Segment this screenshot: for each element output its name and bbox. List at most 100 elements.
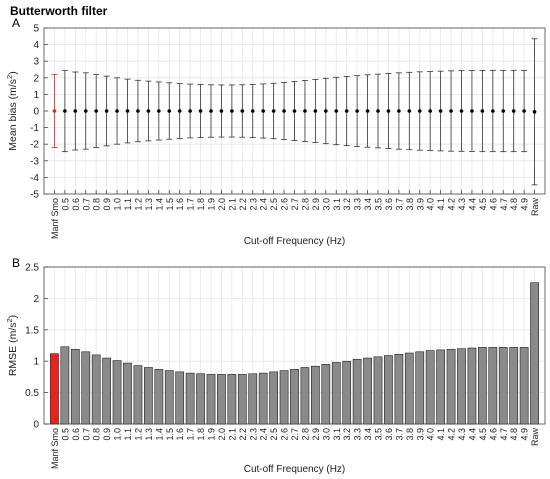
rmse-bar (436, 349, 445, 425)
panel-a-xtick-label: 3.5 (374, 198, 384, 211)
panel-b-xtick-label: 3.5 (374, 428, 384, 441)
mean-point (449, 109, 453, 113)
panel-b-xtick-label: 0.7 (81, 428, 91, 441)
mean-point (198, 109, 203, 113)
mean-point (407, 109, 412, 113)
panel-a-xtick-label: 4.7 (499, 198, 509, 211)
rmse-bar (457, 348, 466, 425)
panel-b-xtick-label: 3.2 (342, 428, 352, 441)
panel-b-xtick-label: 3.0 (321, 428, 331, 441)
mean-point (324, 109, 328, 113)
panel-b-xtick-label: 2.1 (227, 428, 237, 441)
rmse-bar (248, 373, 258, 425)
rmse-bar (133, 365, 143, 425)
panel-b-xlabel: Cut-off Frequency (Hz) (244, 464, 346, 475)
panel-b-xtick-label: 4.7 (499, 428, 509, 441)
mean-point (344, 109, 349, 113)
panel-b-xtick-label: 4.4 (467, 428, 477, 441)
panel-a-xtick-label: 2.0 (217, 198, 227, 211)
panel-b-ylabel: RMSE (m/s2) (5, 315, 19, 376)
mean-point (438, 109, 443, 113)
panel-b-xtick-label: 1.0 (113, 428, 123, 441)
mean-point (230, 109, 234, 113)
panel-b-xtick-label: 3.7 (394, 428, 404, 441)
panel-b-xtick-label: Manf Smo (50, 428, 60, 469)
panel-a-xtick-label: 1.7 (186, 198, 196, 211)
panel-b-xtick-label: 0.5 (60, 428, 70, 441)
panel-b-xtick-label: 3.1 (332, 428, 342, 441)
panel-a-xtick-label: 4.3 (457, 198, 467, 211)
panel-b-xtick-label: 2.3 (248, 428, 258, 441)
panel-a-xtick-label: 2.3 (248, 198, 258, 211)
rmse-bar (50, 353, 59, 425)
mean-point (188, 109, 192, 113)
panel-a-ytick-label: -2 (30, 140, 39, 151)
panel-b-ytick-label: 1.5 (25, 325, 39, 336)
rmse-bar (321, 364, 331, 425)
mean-point (146, 109, 151, 113)
rmse-bar (196, 373, 205, 425)
rmse-bar (384, 355, 393, 425)
rmse-bar (91, 354, 101, 425)
panel-b-xtick-label: 1.6 (175, 428, 185, 441)
panel-a-xtick-label: 4.5 (478, 198, 488, 211)
mean-point (250, 109, 255, 113)
mean-point (73, 109, 78, 113)
rmse-bar (258, 372, 268, 425)
panel-a-xtick-label: 2.9 (311, 198, 321, 211)
mean-point (355, 109, 359, 113)
panel-a-xtick-label: 1.2 (133, 198, 143, 211)
panel-a-ytick-label: -3 (30, 156, 39, 167)
panel-b-ytick-label: 1 (33, 357, 39, 368)
mean-point (313, 109, 318, 113)
panel-a-xtick-label: 1.3 (144, 198, 154, 211)
rmse-bar (154, 369, 164, 425)
panel-a-xtick-label: 0.9 (102, 198, 112, 211)
panel-b-ytick-label: 2 (33, 294, 39, 305)
panel-a-xtick-label: 0.5 (60, 198, 70, 211)
panel-label-b: B (12, 256, 21, 270)
panel-a-xtick-label: 3.7 (394, 198, 404, 211)
panel-a-xtick-label: 4.8 (509, 198, 519, 211)
mean-point (292, 109, 297, 113)
panel-b-xtick-label: 0.8 (92, 428, 102, 441)
mean-point (501, 109, 506, 113)
rmse-bar (70, 348, 80, 425)
rmse-bar (175, 371, 185, 425)
panel-b-xtick-label: 2.6 (280, 428, 290, 441)
panel-a-xtick-label: 0.8 (92, 198, 102, 211)
panel-b-ytick-label: 0 (33, 420, 39, 431)
panel-b-xtick-label: Raw (530, 428, 540, 447)
rmse-bar (530, 282, 539, 425)
panel-a-xtick-label: 2.8 (300, 198, 310, 211)
mean-point (417, 109, 422, 113)
panel-b-ytick-label: 0.5 (25, 388, 39, 399)
mean-point (334, 109, 339, 113)
rmse-bar (498, 347, 508, 425)
mean-point (115, 109, 119, 113)
panel-a-xtick-label: 1.8 (196, 198, 206, 211)
mean-point (480, 109, 485, 113)
mean-point (428, 109, 432, 113)
panel-b-ytick-label: 2.5 (25, 263, 39, 274)
mean-point (63, 109, 67, 113)
mean-point (303, 109, 307, 113)
rmse-bar (311, 365, 320, 425)
mean-point (532, 110, 537, 114)
rmse-bar (488, 347, 498, 425)
mean-point (511, 109, 516, 113)
panel-b-xtick-label: 1.4 (154, 428, 164, 441)
panel-b-xtick-label: 4.2 (447, 428, 457, 441)
mean-point (261, 109, 265, 113)
panel-b-xtick-label: 3.6 (384, 428, 394, 441)
panel-a-xtick-label: 4.6 (488, 198, 498, 211)
mean-point (470, 109, 474, 113)
rmse-bar (331, 362, 341, 425)
rmse-bar (217, 374, 226, 425)
rmse-bar (446, 348, 456, 425)
mean-point (167, 109, 172, 113)
panel-a-xtick-label: 2.6 (280, 198, 290, 211)
panel-b-xtick-label: 4.8 (509, 428, 519, 441)
panel-b-xtick-label: 3.3 (353, 428, 363, 441)
